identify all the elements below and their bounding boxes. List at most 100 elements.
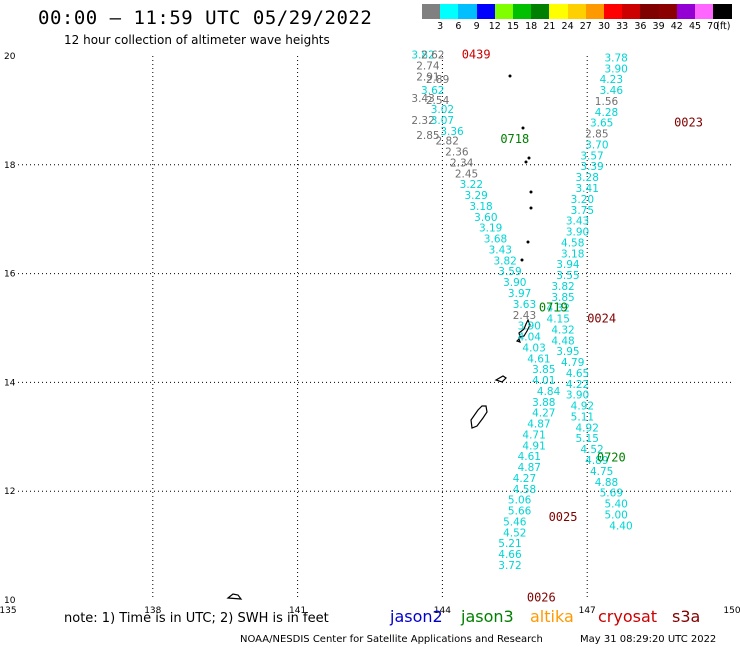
swh-value: 3.02 <box>431 104 454 116</box>
swh-value: 4.52 <box>503 527 526 539</box>
scale-swatch <box>440 4 459 19</box>
y-tick-label: 16 <box>4 270 16 280</box>
scale-label: 36 <box>634 21 647 32</box>
y-tick-label: 10 <box>4 596 16 606</box>
swh-value: 3.90 <box>566 227 589 239</box>
swh-value: 3.28 <box>576 172 599 184</box>
swh-value: 3.63 <box>513 299 536 311</box>
swh-value: 4.40 <box>609 520 632 532</box>
swh-value: 4.87 <box>527 419 550 431</box>
scale-swatch <box>695 4 714 19</box>
pass-time-label: 0026 <box>527 591 556 605</box>
scale-swatch <box>676 4 696 19</box>
swh-value: 3.36 <box>440 126 464 138</box>
scale-label: 27 <box>579 21 592 32</box>
map-title: 00:00 – 11:59 UTC 05/29/2022 <box>38 7 373 29</box>
swh-value: 4.66 <box>498 549 522 561</box>
swh-value: 3.41 <box>576 183 599 195</box>
swh-value: 4.92 <box>576 422 599 434</box>
swh-value: 5.15 <box>576 433 599 445</box>
swh-value: 3.18 <box>469 201 492 213</box>
satellite-legend-s3a: s3a <box>672 607 701 626</box>
axis-labels: 135 138 141 144 147 150 20 18 16 14 12 10 <box>0 52 740 616</box>
satellite-legend-jason2: jason2 <box>390 607 443 626</box>
scale-label: 18 <box>525 21 538 32</box>
swh-value: 3.82 <box>551 281 574 293</box>
swh-value: 4.48 <box>551 335 574 347</box>
swh-value: 3.78 <box>604 52 627 64</box>
y-tick-label: 20 <box>4 52 16 62</box>
island-outline <box>515 337 521 343</box>
swh-value: 3.18 <box>561 248 584 260</box>
island-outline <box>226 593 243 600</box>
swh-value: 4.01 <box>532 375 555 387</box>
scale-swatch <box>658 4 678 19</box>
swh-value: 3.29 <box>464 190 487 202</box>
scale-swatch <box>604 4 623 19</box>
swh-value: 3.62 <box>421 85 444 97</box>
pass-time-label: 0720 <box>597 450 626 464</box>
island-outline <box>470 405 488 429</box>
swh-value: 4.28 <box>595 107 618 119</box>
footer-timestamp: May 31 08:29:20 UTC 2022 <box>580 634 717 645</box>
swh-value: 5.11 <box>571 411 594 423</box>
scale-swatch <box>622 4 641 19</box>
pass-time-labels: 0439 0023 0718 0719 0024 0720 0025 0026 <box>462 48 703 605</box>
swh-value: 2.54 <box>426 95 450 107</box>
swh-value: 5.40 <box>604 499 627 511</box>
satellite-legend-altika: altika <box>530 607 574 626</box>
swh-value: 3.46 <box>600 85 624 97</box>
swh-value: 4.92 <box>571 401 594 413</box>
scale-swatch <box>476 4 496 19</box>
swh-value: 3.94 <box>556 259 580 271</box>
swh-value: 4.79 <box>561 357 584 369</box>
island-dot <box>520 258 524 262</box>
swh-value: 3.97 <box>508 288 531 300</box>
scale-label: 45 <box>688 21 702 32</box>
swh-value: 2.82 <box>436 136 459 148</box>
swh-value: 2.34 <box>450 157 474 169</box>
swh-value: 2.74 <box>416 61 440 73</box>
swh-value: 4.58 <box>561 237 584 249</box>
island-dot <box>524 160 528 164</box>
x-tick-label: 144 <box>434 606 451 616</box>
island-dot <box>521 126 525 130</box>
swh-value: 2.89 <box>426 74 449 86</box>
pass-time-label: 0718 <box>500 132 529 146</box>
swh-value: 5.00 <box>604 509 627 521</box>
swh-value: 3.90 <box>503 277 526 289</box>
scale-label: 39 <box>652 21 665 32</box>
swh-value: 4.32 <box>551 324 574 336</box>
swh-value: 4.65 <box>566 368 589 380</box>
pass-time-label: 0023 <box>674 116 703 130</box>
swh-value: 3.07 <box>431 115 454 127</box>
swh-value: 4.91 <box>522 440 545 452</box>
swh-value: 4.04 <box>518 332 542 344</box>
swh-value: 4.87 <box>518 462 541 474</box>
scale-swatch <box>640 4 659 19</box>
swh-value: 2.91 <box>416 71 439 83</box>
swh-value: 3.82 <box>411 50 434 62</box>
satellite-legend-cryosat: cryosat <box>598 607 658 626</box>
swh-value: 3.19 <box>479 223 502 235</box>
scale-swatch <box>713 4 732 19</box>
swh-value: 3.75 <box>571 205 594 217</box>
map-grid <box>18 56 732 600</box>
island-dot <box>529 190 533 194</box>
scale-label: 30 <box>597 21 611 32</box>
scale-swatch <box>422 4 441 19</box>
island-outline <box>494 375 507 383</box>
swh-value: 5.66 <box>508 506 532 518</box>
swh-value: 3.59 <box>498 266 521 278</box>
swh-value: 4.32 <box>547 303 570 315</box>
swh-value: 3.70 <box>585 139 608 151</box>
swh-value: 1.56 <box>595 96 619 108</box>
swh-value: 5.06 <box>508 495 532 507</box>
legend-note: note: 1) Time is in UTC; 2) SWH is in fe… <box>64 611 329 626</box>
scale-label: 15 <box>506 21 520 32</box>
swh-value: 3.88 <box>532 397 555 409</box>
swh-value: 3.22 <box>460 179 483 191</box>
swh-value: 4.52 <box>580 444 603 456</box>
scale-swatch <box>513 4 532 19</box>
island-dot <box>527 156 531 160</box>
